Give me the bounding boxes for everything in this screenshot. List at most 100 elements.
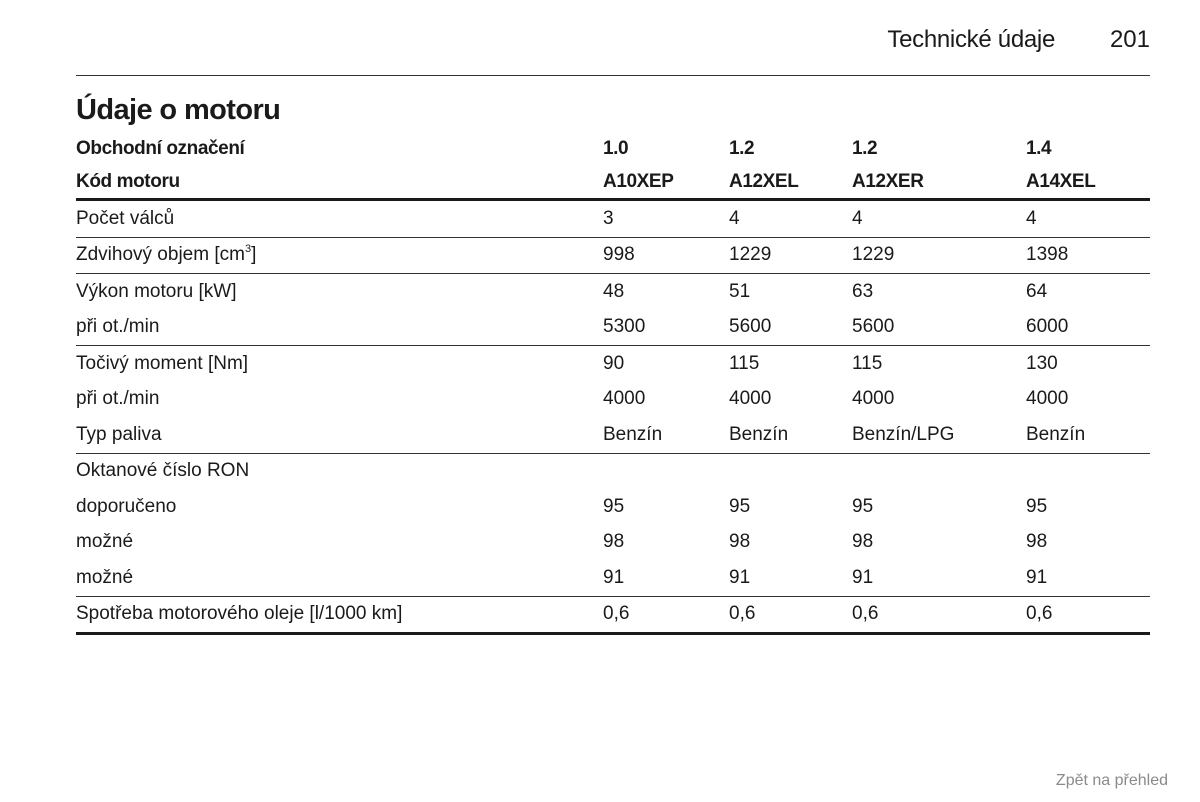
row-label: doporučeno	[76, 489, 176, 525]
table-row: možné 98 98 98 98	[76, 525, 1150, 561]
table-cell: 95	[852, 495, 874, 517]
table-cell: 4000	[603, 388, 646, 410]
group-divider	[76, 595, 1150, 597]
group-divider	[76, 273, 1150, 274]
row-label-text: možné	[76, 531, 134, 553]
table-cell: 91	[852, 566, 874, 588]
table-cell: 4	[729, 207, 740, 229]
table-cell: Benzín	[603, 423, 663, 445]
row-label: Zdvihový objem [cm 3]	[76, 238, 256, 274]
table-cell: 91	[603, 566, 625, 588]
row-label-text: Výkon motoru [kW]	[76, 280, 237, 302]
back-to-overview-link[interactable]: Zpět na přehled	[1055, 772, 1168, 789]
table-row: Počet válců 3 4 4 4	[76, 201, 1150, 237]
row-label: možné	[76, 525, 133, 561]
unit-superscript: 3	[244, 243, 252, 256]
row-label-text: Kód motoru	[76, 170, 180, 192]
table-cell: 98	[603, 531, 625, 553]
row-label: Spotřeba motorového oleje [l/1000 km]	[76, 597, 402, 633]
table-cell: 98	[729, 531, 751, 553]
table-cell: 115	[729, 352, 760, 374]
table-cell: 0,6	[852, 603, 879, 625]
table-row: doporučeno 95 95 95 95	[76, 489, 1150, 525]
row-label: možné	[76, 560, 133, 596]
table-cell: 95	[603, 495, 625, 517]
table-cell: 98	[1026, 531, 1048, 553]
table-cell: 0,6	[603, 603, 630, 625]
header-row-label: Obchodní označení	[76, 132, 245, 165]
row-label: Točivý moment [Nm]	[76, 346, 248, 382]
table-cell: 5300	[603, 316, 646, 338]
table-row: při ot./min 5300 5600 5600 6000	[76, 310, 1150, 346]
table-cell: 4000	[729, 388, 772, 410]
row-label: Typ paliva	[76, 417, 162, 453]
engine-data-table: Obchodní označení 1.0 1.2 1.2 1.4 Kód motoru A…	[76, 132, 1150, 635]
table-bottom-rule	[76, 632, 1150, 635]
table-cell: 5600	[852, 316, 895, 338]
row-label-text: Obchodní označení	[76, 137, 245, 159]
header-bottom-rule	[76, 198, 1150, 201]
table-cell: 95	[729, 495, 751, 517]
row-label-suffix: ]	[251, 244, 257, 266]
table-cell: 3	[603, 207, 614, 229]
table-row: při ot./min 4000 4000 4000 4000	[76, 382, 1150, 418]
row-label-text: Spotřeba motorového oleje [l/1000 km]	[76, 603, 403, 625]
table-cell: 1229	[729, 244, 772, 266]
table-cell: 6000	[1026, 316, 1069, 338]
table-row: Spotřeba motorového oleje [l/1000 km] 0,6…	[76, 597, 1150, 633]
table-header-row: Obchodní označení 1.0 1.2 1.2 1.4	[76, 132, 1150, 165]
row-label-text: Typ paliva	[76, 423, 162, 445]
table-cell: 51	[729, 280, 751, 302]
row-label-text: při ot./min	[76, 316, 160, 338]
row-label-text: Točivý moment [Nm]	[76, 352, 249, 374]
table-cell: 130	[1026, 352, 1058, 374]
table-row: Typ paliva Benzín Benzín Benzín/LPG Benzín	[76, 417, 1150, 453]
table-cell: 1.0	[603, 137, 629, 159]
table-cell: 5600	[729, 316, 772, 338]
group-divider	[76, 236, 1150, 238]
group-divider	[76, 345, 1150, 346]
table-cell: 64	[1026, 280, 1048, 302]
table-cell: 4000	[1026, 388, 1069, 410]
row-label-text: možné	[76, 566, 134, 588]
table-row: Výkon motoru [kW] 48 51 63 64	[76, 274, 1150, 310]
table-cell: Benzín	[1026, 423, 1086, 445]
table-cell: 0,6	[729, 603, 756, 625]
table-cell: 0,6	[1026, 603, 1053, 625]
table-cell: 90	[603, 352, 625, 374]
page-number: 201	[1109, 26, 1150, 53]
table-header-row: Kód motoru A10XEP A12XEL A12XER A14XEL	[76, 165, 1150, 198]
table-cell: 63	[852, 280, 874, 302]
row-label-text: Zdvihový objem [cm	[76, 244, 245, 266]
row-label-text: Počet válců	[76, 207, 175, 229]
table-row: Točivý moment [Nm] 90 115 115 130	[76, 346, 1150, 382]
table-cell: 1.4	[1026, 137, 1052, 159]
table-row: Zdvihový objem [cm 3] 998 1229 1229 1398	[76, 238, 1150, 274]
table-cell: 4	[852, 207, 863, 229]
table-cell: A14XEL	[1026, 170, 1096, 192]
header-row-label: Kód motoru	[76, 165, 180, 198]
row-label: Počet válců	[76, 201, 174, 237]
table-cell: 1229	[852, 244, 895, 266]
row-label-text: doporučeno	[76, 495, 177, 517]
row-label: Oktanové číslo RON	[76, 454, 249, 490]
header-section-title: Technické údaje	[887, 26, 1055, 53]
table-cell: A12XEL	[729, 170, 799, 192]
table-cell: 1.2	[729, 137, 755, 159]
row-label: při ot./min	[76, 382, 159, 418]
table-cell: 1.2	[852, 137, 878, 159]
table-cell: 4	[1026, 207, 1037, 229]
table-cell: 91	[1026, 566, 1048, 588]
group-divider	[76, 452, 1150, 454]
table-cell: 4000	[852, 388, 895, 410]
table-cell: 48	[603, 280, 625, 302]
row-label-text: při ot./min	[76, 388, 160, 410]
table-cell: 95	[1026, 495, 1048, 517]
table-cell: 98	[852, 531, 874, 553]
table-cell: 91	[729, 566, 751, 588]
page-header: Technické údaje 201	[76, 24, 1150, 56]
row-label: Výkon motoru [kW]	[76, 274, 237, 310]
table-cell: 998	[603, 244, 635, 266]
table-cell: Benzín	[729, 423, 789, 445]
row-label: při ot./min	[76, 310, 159, 346]
